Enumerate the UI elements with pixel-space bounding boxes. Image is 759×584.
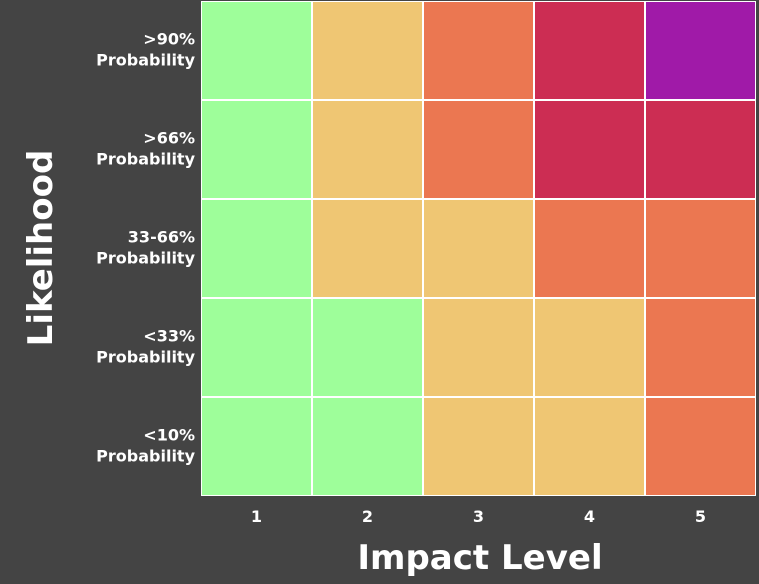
x-tick-label: 1 <box>251 507 262 526</box>
heatmap-cell-r1-c1 <box>202 2 311 99</box>
heatmap-cell-r1-c3 <box>424 2 533 99</box>
x-tick-labels: 1 2 3 4 5 <box>251 507 706 526</box>
heatmap-cell-r4-c3 <box>424 299 533 396</box>
y-tick-label: 33-66% Probability <box>96 228 195 268</box>
heatmap-cell-r2-c4 <box>535 101 644 198</box>
y-tick-label: <10% Probability <box>96 426 195 466</box>
heatmap-cell-r5-c2 <box>313 398 422 495</box>
x-tick-label: 4 <box>584 507 595 526</box>
x-tick-label: 5 <box>695 507 706 526</box>
heatmap-cell-r3-c5 <box>646 200 755 297</box>
heatmap-cell-r4-c2 <box>313 299 422 396</box>
y-tick-label: <33% Probability <box>96 327 195 367</box>
y-tick-label-value: <33% <box>143 327 195 346</box>
heatmap-cell-r3-c2 <box>313 200 422 297</box>
y-tick-label-unit: Probability <box>96 51 195 70</box>
y-tick-label-value: >90% <box>143 30 195 49</box>
heatmap-cell-r3-c1 <box>202 200 311 297</box>
heatmap-cell-r1-c4 <box>535 2 644 99</box>
heatmap-cell-r1-c2 <box>313 2 422 99</box>
heatmap-cell-r4-c4 <box>535 299 644 396</box>
heatmap-cell-r5-c1 <box>202 398 311 495</box>
heatmap-cell-r4-c5 <box>646 299 755 396</box>
heatmap-cell-r2-c1 <box>202 101 311 198</box>
x-axis-title: Impact Level <box>357 538 602 578</box>
y-tick-label: >90% Probability <box>96 30 195 70</box>
heatmap-cell-r5-c4 <box>535 398 644 495</box>
y-tick-label-unit: Probability <box>96 249 195 268</box>
y-tick-label-value: <10% <box>143 426 195 445</box>
y-tick-labels: >90% Probability >66% Probability 33-66% Prob… <box>96 30 195 466</box>
y-tick-label-unit: Probability <box>96 348 195 367</box>
heatmap-cell-r4-c1 <box>202 299 311 396</box>
y-tick-label-value: 33-66% <box>128 228 195 247</box>
y-tick-label-unit: Probability <box>96 150 195 169</box>
heatmap-cell-r2-c2 <box>313 101 422 198</box>
heatmap-cell-r5-c3 <box>424 398 533 495</box>
heatmap-cell-r3-c3 <box>424 200 533 297</box>
y-tick-label-value: >66% <box>143 129 195 148</box>
y-axis-title: Likelihood <box>21 150 61 347</box>
heatmap-cell-r5-c5 <box>646 398 755 495</box>
y-tick-label-unit: Probability <box>96 447 195 466</box>
x-tick-label: 2 <box>362 507 373 526</box>
heatmap-cell-r2-c3 <box>424 101 533 198</box>
heatmap-cell-r2-c5 <box>646 101 755 198</box>
y-tick-label: >66% Probability <box>96 129 195 169</box>
heatmap-cell-r1-c5 <box>646 2 755 99</box>
heatmap-cell-r3-c4 <box>535 200 644 297</box>
heatmap-cells <box>201 1 756 496</box>
x-tick-label: 3 <box>473 507 484 526</box>
